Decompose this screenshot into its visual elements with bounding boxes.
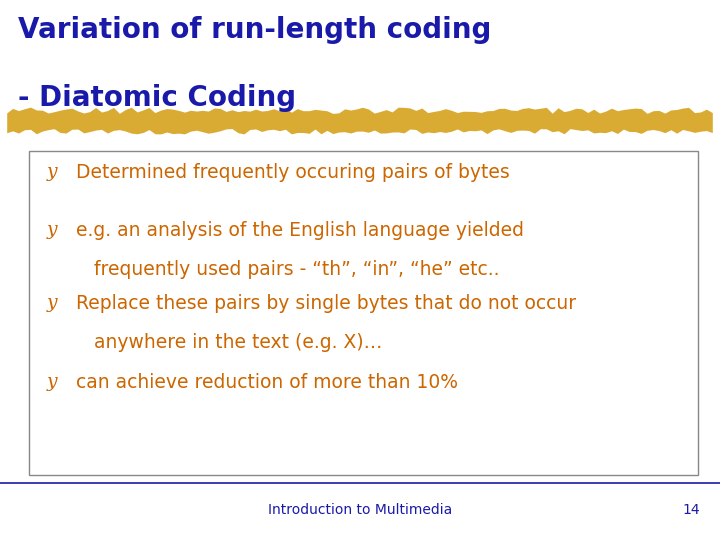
Text: y: y bbox=[47, 163, 58, 181]
Text: can achieve reduction of more than 10%: can achieve reduction of more than 10% bbox=[76, 373, 458, 392]
Text: frequently used pairs - “th”, “in”, “he” etc..: frequently used pairs - “th”, “in”, “he”… bbox=[76, 260, 499, 279]
Text: e.g. an analysis of the English language yielded: e.g. an analysis of the English language… bbox=[76, 221, 523, 240]
Polygon shape bbox=[7, 107, 713, 134]
Text: Introduction to Multimedia: Introduction to Multimedia bbox=[268, 503, 452, 517]
Text: Replace these pairs by single bytes that do not occur: Replace these pairs by single bytes that… bbox=[76, 294, 576, 313]
Text: anywhere in the text (e.g. X)…: anywhere in the text (e.g. X)… bbox=[76, 333, 382, 352]
Text: Variation of run-length coding: Variation of run-length coding bbox=[18, 16, 491, 44]
Text: y: y bbox=[47, 221, 58, 239]
FancyBboxPatch shape bbox=[29, 151, 698, 475]
Text: 14: 14 bbox=[683, 503, 700, 517]
Text: y: y bbox=[47, 294, 58, 312]
Text: y: y bbox=[47, 373, 58, 390]
Text: Determined frequently occuring pairs of bytes: Determined frequently occuring pairs of … bbox=[76, 163, 509, 182]
Text: - Diatomic Coding: - Diatomic Coding bbox=[18, 84, 296, 112]
